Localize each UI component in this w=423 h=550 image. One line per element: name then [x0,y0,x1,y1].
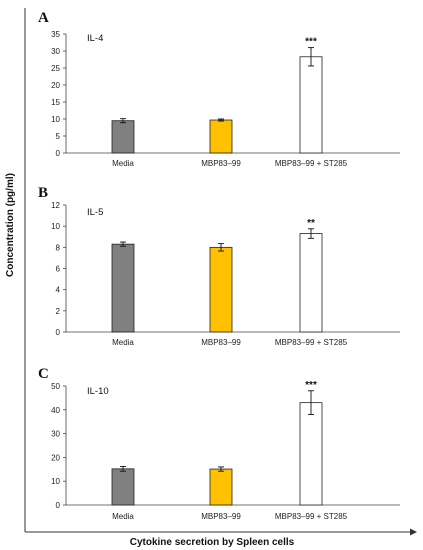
bar-2 [209,468,233,506]
y-tick-label: 10 [51,115,60,124]
category-label: MBP83–99 + ST285 [275,512,348,521]
y-tick-label: 6 [56,265,61,274]
category-label: MBP83–99 [201,159,241,168]
y-axis-title: Concentration (pg/ml) [5,173,16,277]
panel-letter: C [38,366,49,382]
y-tick-label: 50 [51,382,60,391]
y-tick-label: 30 [51,47,60,56]
y-tick-label: 0 [56,328,61,337]
bar-3 [299,56,323,154]
y-tick-label: 15 [51,98,60,107]
bar-2 [209,119,233,154]
bar-1 [111,468,135,506]
category-label: Media [112,338,134,347]
outer-x-axis-arrow-icon [410,528,417,536]
y-tick-label: 10 [51,477,60,486]
x-axis-title: Cytokine secretion by Spleen cells [130,537,295,548]
category-label: MBP83–99 [201,512,241,521]
y-tick-label: 0 [56,149,61,158]
panel-title: IL-10 [87,386,109,397]
category-label: MBP83–99 + ST285 [275,159,348,168]
bar-1 [111,120,135,154]
panel-letter: A [38,10,49,26]
panel-title: IL-4 [87,33,103,44]
significance-label: *** [305,37,317,48]
y-tick-label: 35 [51,30,60,39]
panel-b: B IL-5 0 2 4 6 8 10 12 Media MBP83–99 MBP83–99 + ST… [38,185,400,347]
bar-3 [299,402,323,506]
category-label: Media [112,159,134,168]
y-tick-label: 25 [51,64,60,73]
significance-label: ** [307,218,315,229]
y-tick-label: 40 [51,406,60,415]
y-tick-label: 4 [56,286,61,295]
panel-a: A IL-4 0 5 10 15 20 25 30 35 Media MBP83–99 MBP83–99… [38,10,400,168]
panel-title: IL-5 [87,207,103,218]
y-tick-label: 12 [51,201,60,210]
y-tick-label: 30 [51,430,60,439]
bar-1 [111,243,135,333]
y-tick-label: 20 [51,81,60,90]
y-tick-label: 20 [51,453,60,462]
y-tick-label: 5 [56,132,61,141]
panel-letter: B [38,185,48,201]
bar-3 [299,233,323,333]
category-label: Media [112,512,134,521]
y-tick-label: 10 [51,222,60,231]
y-tick-label: 8 [56,243,61,252]
significance-label: *** [305,380,317,391]
panel-c: C IL-10 0 10 20 30 40 50 Media MBP83–99 MBP83–99 +… [38,366,400,521]
y-tick-label: 2 [56,307,61,316]
y-tick-label: 0 [56,501,61,510]
category-label: MBP83–99 [201,338,241,347]
bar-2 [209,246,233,333]
category-label: MBP83–99 + ST285 [275,338,348,347]
